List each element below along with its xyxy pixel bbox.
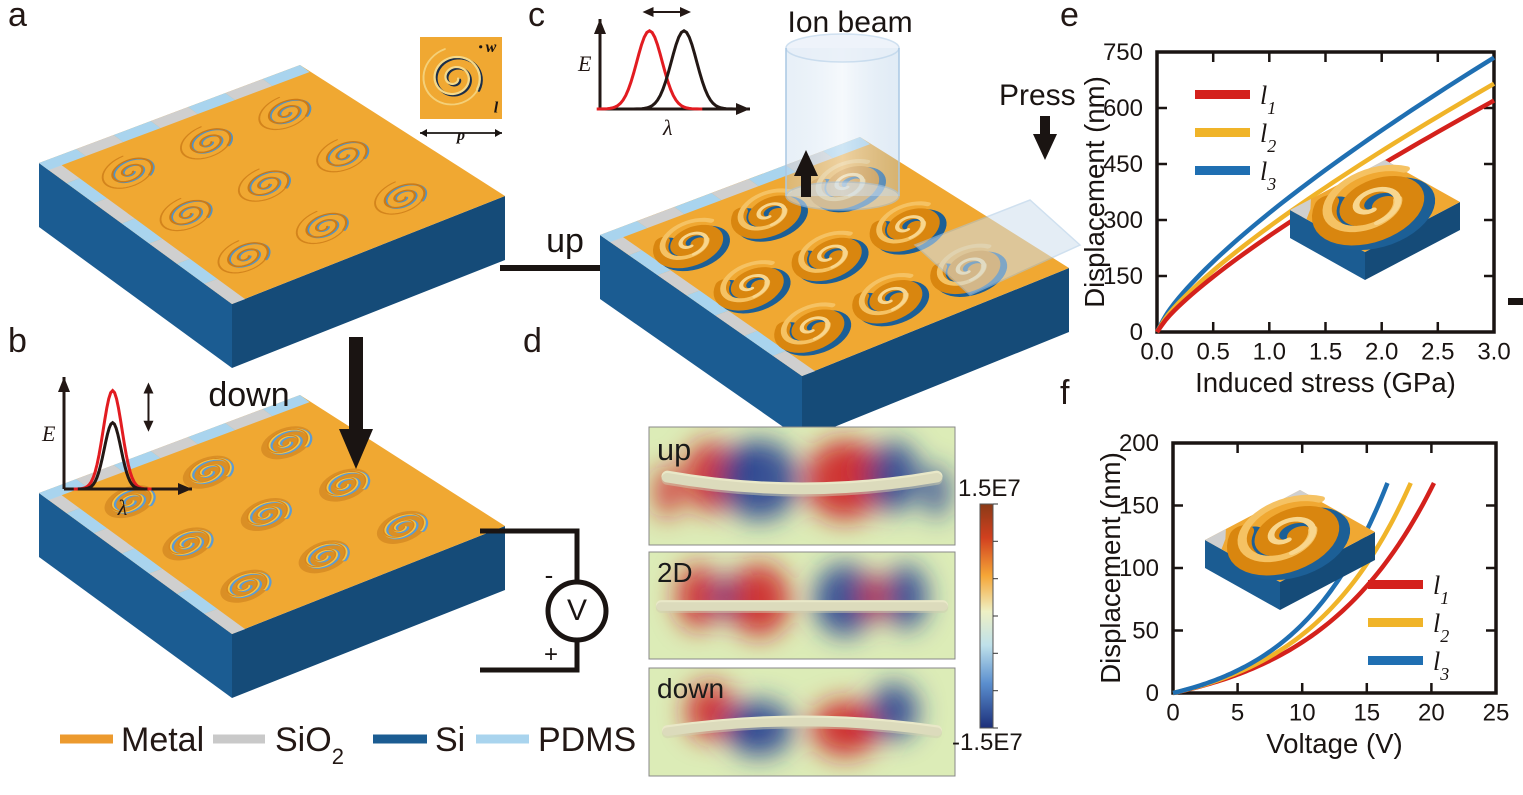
svg-text:25: 25 — [1483, 700, 1510, 727]
svg-text:1.0: 1.0 — [1253, 339, 1286, 366]
svg-text:PDMS: PDMS — [538, 721, 636, 759]
svg-text:down: down — [208, 376, 289, 414]
svg-text:Press: Press — [999, 79, 1076, 112]
svg-text:0: 0 — [1166, 700, 1179, 727]
svg-text:1.5: 1.5 — [1309, 339, 1342, 366]
svg-text:λ: λ — [117, 495, 128, 520]
svg-text:Ion beam: Ion beam — [788, 6, 913, 39]
svg-text:2.0: 2.0 — [1365, 339, 1398, 366]
svg-text:up: up — [657, 432, 691, 467]
svg-text:2D: 2D — [657, 557, 693, 588]
svg-text:-: - — [545, 560, 554, 590]
svg-text:l: l — [494, 99, 499, 116]
svg-text:l3: l3 — [1260, 157, 1276, 194]
svg-text:20: 20 — [1418, 700, 1445, 727]
svg-text:15: 15 — [1353, 700, 1380, 727]
svg-text:SiO2: SiO2 — [275, 721, 344, 769]
svg-text:p: p — [455, 127, 465, 144]
svg-text:l1: l1 — [1433, 571, 1449, 608]
svg-text:l3: l3 — [1433, 647, 1449, 684]
svg-text:3.0: 3.0 — [1477, 339, 1510, 366]
svg-text:Displacement (nm): Displacement (nm) — [1095, 452, 1126, 684]
svg-text:10: 10 — [1289, 700, 1316, 727]
svg-text:5: 5 — [1231, 700, 1244, 727]
svg-text:w: w — [486, 39, 497, 56]
svg-text:-1.5E7: -1.5E7 — [952, 729, 1023, 756]
svg-text:0: 0 — [1130, 319, 1143, 346]
svg-text:l1: l1 — [1260, 81, 1276, 118]
svg-text:50: 50 — [1132, 618, 1159, 645]
svg-text:E: E — [41, 421, 56, 446]
svg-text:λ: λ — [662, 115, 673, 140]
svg-text:V: V — [567, 594, 587, 627]
svg-text:Displacement (nm): Displacement (nm) — [1079, 76, 1110, 308]
svg-text:Voltage (V): Voltage (V) — [1266, 728, 1403, 759]
svg-text:+: + — [544, 641, 558, 668]
svg-text:750: 750 — [1103, 39, 1143, 66]
svg-text:l2: l2 — [1260, 119, 1276, 156]
svg-text:up: up — [546, 222, 584, 260]
svg-text:l2: l2 — [1433, 609, 1449, 646]
svg-text:Induced stress (GPa): Induced stress (GPa) — [1195, 367, 1456, 398]
svg-text:0: 0 — [1146, 680, 1159, 707]
svg-text:E: E — [577, 51, 592, 76]
svg-text:0.5: 0.5 — [1197, 339, 1230, 366]
svg-text:0.0: 0.0 — [1140, 339, 1173, 366]
svg-text:Si: Si — [435, 721, 465, 759]
svg-text:2.5: 2.5 — [1421, 339, 1454, 366]
svg-text:down: down — [657, 673, 724, 704]
svg-text:1.5E7: 1.5E7 — [958, 475, 1021, 502]
svg-text:Metal: Metal — [121, 721, 204, 759]
